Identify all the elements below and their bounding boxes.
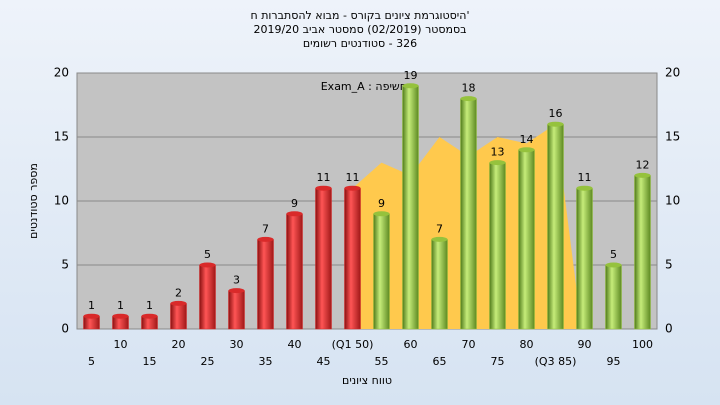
bar-cap xyxy=(576,185,593,191)
y-tick-label: 10 xyxy=(54,194,69,208)
bar-cap xyxy=(634,172,651,178)
x-tick-label: 30 xyxy=(230,338,244,351)
x-tick-label: 95 xyxy=(607,355,621,368)
chart-title: 'היסטוגרמת ציונים בקורס - מבוא להסתברות … xyxy=(251,9,470,22)
x-tick-label: 100 xyxy=(632,338,653,351)
bar-cap xyxy=(489,160,506,166)
bar xyxy=(170,303,187,330)
bar xyxy=(460,98,477,330)
bar xyxy=(286,213,303,330)
x-tick-label: 35 xyxy=(259,355,273,368)
bar-cap xyxy=(286,211,303,217)
x-tick-label: 25 xyxy=(201,355,215,368)
value-label: 2 xyxy=(175,286,182,299)
bar xyxy=(257,239,274,330)
value-label: 7 xyxy=(436,222,443,235)
chart-subtitle: 326 - סטודנטים רשומים xyxy=(303,37,417,50)
value-label: 11 xyxy=(317,171,331,184)
bar xyxy=(605,264,622,330)
annotation: בחשיפה : Exam_A xyxy=(321,80,414,93)
bar xyxy=(199,264,216,330)
y-tick-label: 15 xyxy=(54,130,69,144)
value-label: 19 xyxy=(404,69,418,82)
value-label: 16 xyxy=(549,107,563,120)
x-tick-label: 65 xyxy=(433,355,447,368)
y2-tick-label: 0 xyxy=(665,322,673,336)
x-tick-label: (Q3 85) xyxy=(535,355,577,368)
y-tick-label: 20 xyxy=(54,66,69,80)
bar-cap xyxy=(315,185,332,191)
bar xyxy=(576,187,593,330)
bar-cap xyxy=(547,121,564,127)
x-tick-label: 80 xyxy=(520,338,534,351)
bar xyxy=(373,213,390,330)
bar xyxy=(402,85,419,330)
value-label: 7 xyxy=(262,222,269,235)
y-axis-label: מספר סטודנטים xyxy=(27,163,40,239)
bar-cap xyxy=(344,185,361,191)
bar xyxy=(431,239,448,330)
value-label: 9 xyxy=(291,197,298,210)
value-label: 13 xyxy=(491,146,505,159)
bar-cap xyxy=(402,83,419,89)
bar xyxy=(315,187,332,330)
value-label: 9 xyxy=(378,197,385,210)
value-label: 1 xyxy=(146,299,153,312)
bar xyxy=(489,162,506,330)
x-tick-label: 70 xyxy=(462,338,476,351)
x-tick-label: 55 xyxy=(375,355,389,368)
bar xyxy=(518,149,535,330)
value-label: 5 xyxy=(204,248,211,261)
bar-cap xyxy=(170,300,187,306)
x-tick-label: 60 xyxy=(404,338,418,351)
x-tick-label: 10 xyxy=(114,338,128,351)
bar-cap xyxy=(518,147,535,153)
y2-tick-label: 5 xyxy=(665,258,673,272)
y-tick-label: 5 xyxy=(61,258,69,272)
value-label: 3 xyxy=(233,274,240,287)
chart-subtitle: בסמסטר (02/2019) סמסטר אביב 2019/20 xyxy=(253,23,466,36)
x-tick-label: 45 xyxy=(317,355,331,368)
value-label: 12 xyxy=(636,158,650,171)
x-tick-label: (Q1 50) xyxy=(332,338,374,351)
bar-cap xyxy=(141,313,158,319)
value-label: 11 xyxy=(578,171,592,184)
x-tick-label: 75 xyxy=(491,355,505,368)
bar-cap xyxy=(373,211,390,217)
y2-tick-label: 15 xyxy=(665,130,680,144)
value-label: 1 xyxy=(117,299,124,312)
bar-cap xyxy=(431,236,448,242)
bar-cap xyxy=(228,288,245,294)
bar xyxy=(344,187,361,330)
bar xyxy=(634,175,651,330)
y-tick-label: 0 xyxy=(61,322,69,336)
bar xyxy=(547,123,564,330)
y2-tick-label: 10 xyxy=(665,194,680,208)
x-tick-label: 20 xyxy=(172,338,186,351)
y2-tick-label: 20 xyxy=(665,66,680,80)
value-label: 14 xyxy=(520,133,534,146)
x-tick-label: 5 xyxy=(88,355,95,368)
x-axis-label: טווח ציונים xyxy=(342,374,392,387)
bar-cap xyxy=(460,96,477,102)
x-tick-label: 90 xyxy=(578,338,592,351)
x-tick-label: 15 xyxy=(143,355,157,368)
value-label: 5 xyxy=(610,248,617,261)
bar-cap xyxy=(199,262,216,268)
bar-cap xyxy=(257,236,274,242)
bar-cap xyxy=(605,262,622,268)
bar-cap xyxy=(83,313,100,319)
value-label: 18 xyxy=(462,82,476,95)
x-tick-label: 40 xyxy=(288,338,302,351)
bar xyxy=(228,290,245,330)
bar-cap xyxy=(112,313,129,319)
value-label: 1 xyxy=(88,299,95,312)
value-label: 11 xyxy=(346,171,360,184)
